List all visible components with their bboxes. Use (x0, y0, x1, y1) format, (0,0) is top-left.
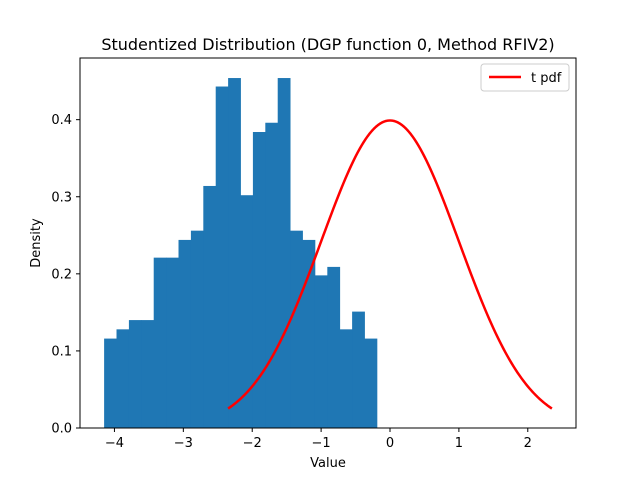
legend-label-t-pdf: t pdf (531, 71, 562, 86)
histogram-bar (166, 257, 179, 428)
y-tick-label: 0.1 (51, 344, 72, 359)
histogram-bar (327, 266, 341, 428)
histogram-bar (116, 329, 130, 428)
legend-box (480, 63, 570, 92)
x-tick-label: 2 (524, 436, 532, 451)
legend: t pdf (480, 63, 570, 92)
histogram-bar (339, 329, 353, 428)
y-tick-label: 0.2 (51, 267, 72, 282)
x-tick-label: 1 (455, 436, 463, 451)
histogram-bars (104, 78, 378, 429)
histogram-bar (190, 230, 204, 428)
y-tick-label: 0.3 (51, 190, 72, 205)
x-tick-label: −4 (105, 436, 124, 451)
y-axis-label: Density (29, 218, 44, 268)
histogram-bar (104, 338, 117, 428)
histogram-bar (240, 195, 254, 428)
histogram-bar (352, 311, 365, 428)
x-tick-label: −2 (243, 436, 262, 451)
x-tick-label: 0 (386, 436, 394, 451)
histogram-bar (153, 257, 167, 428)
histogram-bar (290, 230, 303, 428)
histogram-bar (215, 86, 229, 428)
histogram-bar (277, 78, 291, 429)
histogram-bar (128, 320, 142, 428)
histogram-bar (178, 239, 192, 428)
series-line-t-pdf (227, 119, 553, 410)
histogram-bar (302, 239, 316, 428)
y-tick-label: 0.0 (51, 422, 72, 437)
histogram-bar (265, 122, 279, 428)
plot-area-frame (79, 57, 577, 429)
histogram-bar (252, 132, 266, 428)
histogram-bar (141, 320, 155, 428)
x-tick-label: −1 (312, 436, 331, 451)
x-tick-label: −3 (174, 436, 193, 451)
x-axis-ticks: −4 −3 −2 −1 0 1 2 (105, 428, 532, 451)
chart-title: Studentized Distribution (DGP function 0… (101, 35, 554, 54)
histogram-bar (314, 275, 328, 428)
pdf-curve-layer (227, 119, 553, 410)
histogram-bar (364, 338, 378, 428)
y-axis-ticks: 0.0 0.1 0.2 0.3 0.4 (51, 113, 80, 437)
histogram-bar (203, 185, 217, 428)
histogram-bar (228, 78, 241, 429)
x-axis-label: Value (310, 456, 346, 471)
y-tick-label: 0.4 (51, 113, 72, 128)
